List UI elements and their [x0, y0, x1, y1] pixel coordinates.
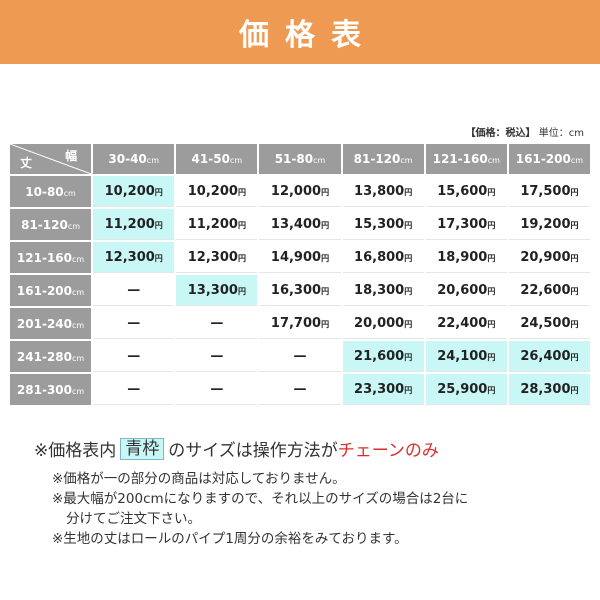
row-header: 281-300cm — [10, 374, 92, 405]
price-cell: 13,400円 — [259, 209, 341, 240]
price-cell: 25,900円 — [425, 374, 507, 405]
price-cell: 15,300円 — [342, 209, 424, 240]
price-cell: 16,800円 — [342, 242, 424, 273]
price-cell: — — [259, 374, 341, 405]
price-cell: — — [93, 341, 175, 372]
price-cell: 10,200円 — [176, 176, 258, 207]
table-row: 201-240cm — —17,700円 20,000円 22,400円 24,500円 — [10, 308, 590, 339]
col-header: 81-120cm — [342, 144, 424, 174]
price-table: 丈 幅 30-40cm 41-50cm 51-80cm 81-120cm 121… — [8, 142, 592, 407]
unit-label: 単位：cm — [538, 128, 584, 139]
price-cell: 19,200円 — [508, 209, 590, 240]
tax-label: 【価格：税込】 — [465, 128, 536, 139]
col-header: 41-50cm — [176, 144, 258, 174]
note-unavailable: ※価格が一の部分の商品は対応しておりません。 — [52, 471, 346, 487]
row-header: 241-280cm — [10, 341, 92, 372]
header-row: 丈 幅 30-40cm 41-50cm 51-80cm 81-120cm 121… — [10, 144, 590, 174]
corner-cell: 丈 幅 — [10, 144, 92, 174]
table-row: 10-80cm 10,200円 10,200円 12,000円 13,800円 15,60… — [10, 176, 590, 207]
table-row: 81-120cm 11,200円 11,200円 13,400円 15,300円 17,3… — [10, 209, 590, 240]
price-cell: 17,700円 — [259, 308, 341, 339]
price-cell: 13,800円 — [342, 176, 424, 207]
corner-width-label: 幅 — [65, 149, 78, 163]
col-header: 30-40cm — [93, 144, 175, 174]
price-cell: — — [93, 374, 175, 405]
row-header: 81-120cm — [10, 209, 92, 240]
price-cell: 16,300円 — [259, 275, 341, 306]
note-fabric-length: ※生地の丈はロールのパイプ1周分の余裕をみております。 — [52, 531, 408, 547]
price-cell: 12,300円 — [93, 242, 175, 273]
unit-note: 【価格：税込】 単位：cm — [466, 124, 584, 139]
price-cell: 20,000円 — [342, 308, 424, 339]
blue-frame-label: 青枠 — [120, 437, 165, 460]
price-cell: — — [93, 308, 175, 339]
table-row: 161-200cm —13,300円 16,300円 18,300円 20,600円 22… — [10, 275, 590, 306]
price-cell: 20,900円 — [508, 242, 590, 273]
col-header: 51-80cm — [259, 144, 341, 174]
corner-length-label: 丈 — [20, 156, 33, 170]
diagonal-line — [10, 144, 92, 174]
row-header: 161-200cm — [10, 275, 92, 306]
chain-only-text: チェーンのみ — [337, 441, 439, 461]
price-cell: 18,300円 — [342, 275, 424, 306]
price-cell: 12,000円 — [259, 176, 341, 207]
price-cell: 22,600円 — [508, 275, 590, 306]
note-list: ※価格が一の部分の商品は対応しておりません。 ※最大幅が200cmになりますので… — [34, 469, 468, 549]
price-cell: 17,300円 — [425, 209, 507, 240]
price-cell: — — [176, 374, 258, 405]
note-max-width: ※最大幅が200cmになりますので、それ以上のサイズの場合は2台に — [52, 491, 469, 507]
row-header: 121-160cm — [10, 242, 92, 273]
price-cell: 21,600円 — [342, 341, 424, 372]
price-cell: 17,500円 — [508, 176, 590, 207]
notes-section: ※価格表内 青枠 のサイズは操作方法が チェーンのみ ※価格が一の部分の商品は対… — [34, 436, 468, 549]
page-title: 価格表 — [239, 18, 377, 53]
price-cell: 28,300円 — [508, 374, 590, 405]
col-header: 121-160cm — [425, 144, 507, 174]
table-row: 241-280cm — — —21,600円 24,100円 26,400円 — [10, 341, 590, 372]
price-cell: — — [176, 341, 258, 372]
price-cell: 18,900円 — [425, 242, 507, 273]
row-header: 201-240cm — [10, 308, 92, 339]
row-header: 10-80cm — [10, 176, 92, 207]
price-cell: 24,500円 — [508, 308, 590, 339]
price-cell: 13,300円 — [176, 275, 258, 306]
price-cell: 12,300円 — [176, 242, 258, 273]
price-cell: 11,200円 — [93, 209, 175, 240]
price-cell: — — [259, 341, 341, 372]
price-cell: 23,300円 — [342, 374, 424, 405]
col-header: 161-200cm — [508, 144, 590, 174]
price-cell: 15,600円 — [425, 176, 507, 207]
table-row: 121-160cm 12,300円 12,300円 14,900円 16,800円 18,… — [10, 242, 590, 273]
price-cell: — — [93, 275, 175, 306]
price-cell: 22,400円 — [425, 308, 507, 339]
price-cell: 26,400円 — [508, 341, 590, 372]
header-banner: 価格表 — [0, 0, 600, 64]
price-cell: 14,900円 — [259, 242, 341, 273]
price-cell: 24,100円 — [425, 341, 507, 372]
price-cell: 20,600円 — [425, 275, 507, 306]
price-cell: 11,200円 — [176, 209, 258, 240]
note-chain-only: ※価格表内 青枠 のサイズは操作方法が チェーンのみ — [34, 436, 468, 461]
note-max-width-cont: 分けてご注文下さい。 — [66, 511, 201, 527]
price-cell: 10,200円 — [93, 176, 175, 207]
table-row: 281-300cm — — —23,300円 25,900円 28,300円 — [10, 374, 590, 405]
price-cell: — — [176, 308, 258, 339]
